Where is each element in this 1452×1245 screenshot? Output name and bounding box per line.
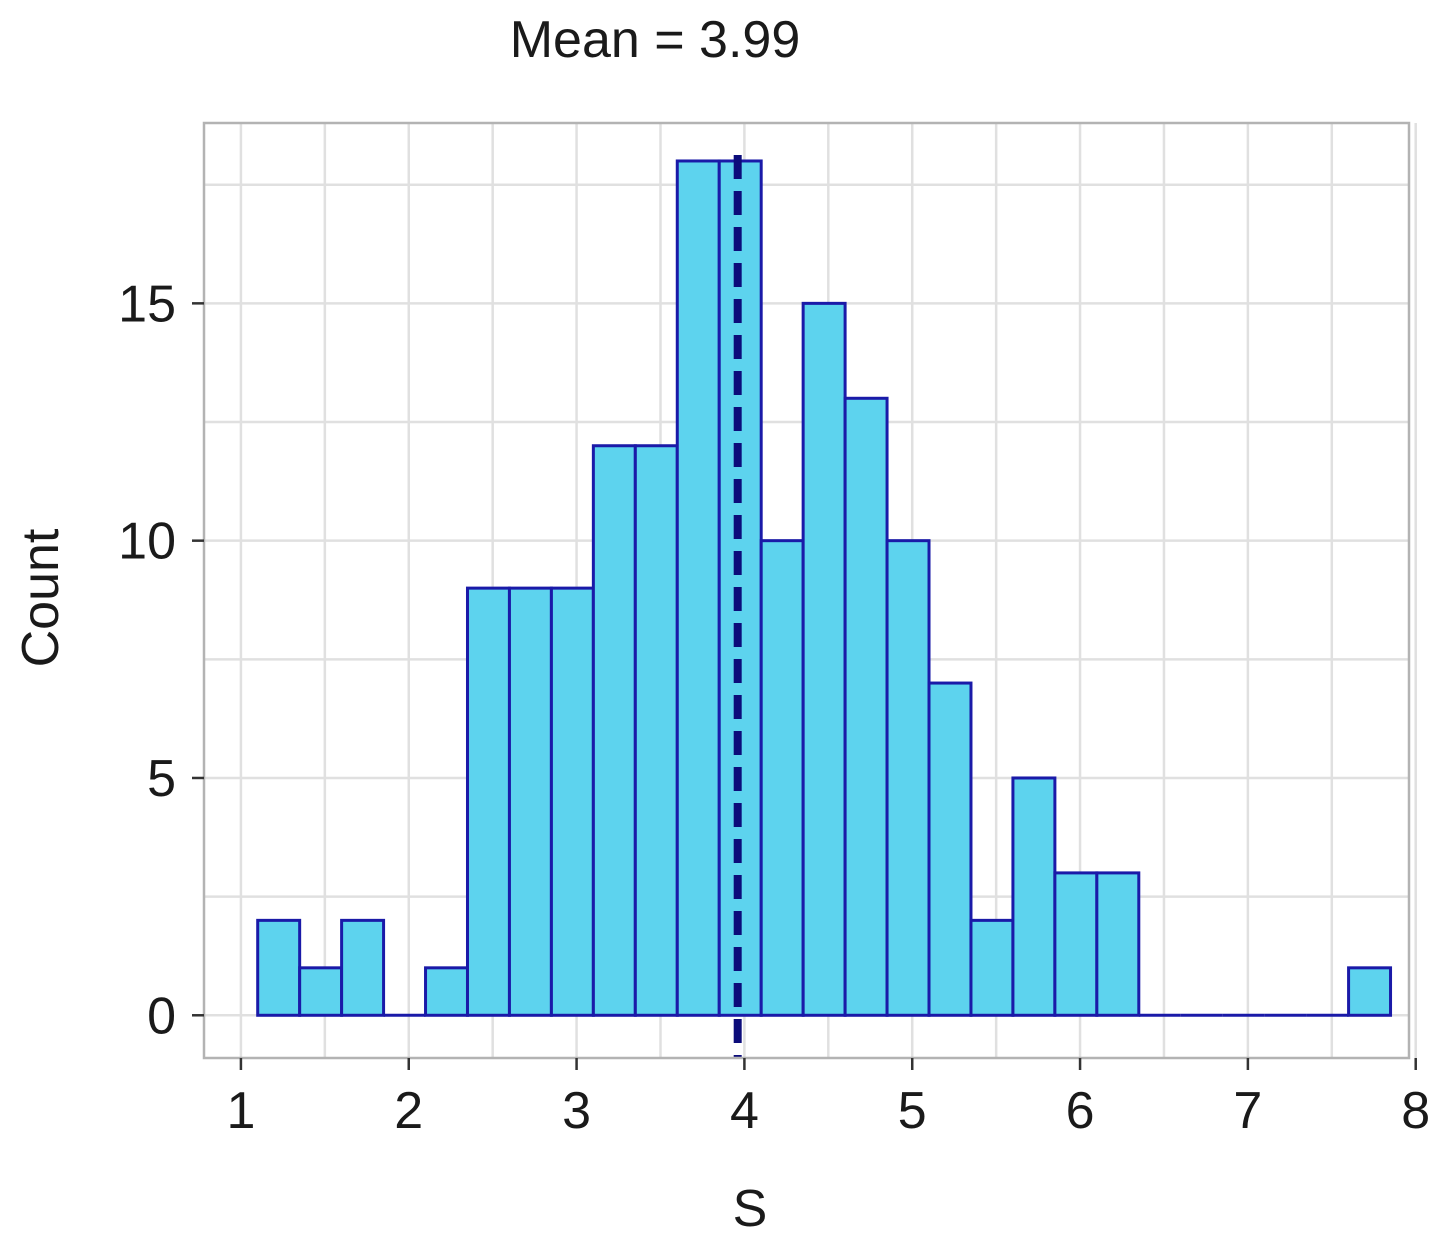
plot-frame [202, 121, 1411, 1060]
histogram-bar [340, 918, 386, 1017]
x-tick-label: 1 [226, 1082, 255, 1140]
histogram-bar [1053, 871, 1099, 1017]
histogram-bar [298, 966, 344, 1017]
histogram-bar [759, 539, 805, 1017]
histogram-bar [801, 301, 847, 1017]
histogram-bar [591, 444, 637, 1017]
x-axis-ticks: 1 2 3 4 5 6 7 8 [226, 1058, 1430, 1140]
y-tick-label: 5 [147, 750, 176, 808]
histogram-bar [885, 539, 931, 1017]
x-tick-label: 4 [730, 1082, 759, 1140]
histogram-bar [675, 159, 721, 1017]
y-axis-ticks: 0 5 10 15 [118, 275, 204, 1045]
histogram-bars [256, 159, 1393, 1017]
y-tick-label: 15 [118, 275, 176, 333]
histogram-bar [1011, 776, 1057, 1017]
y-tick-label: 0 [147, 987, 176, 1045]
histogram-bar [633, 444, 679, 1017]
x-tick-label: 7 [1233, 1082, 1262, 1140]
histogram-bar [927, 681, 973, 1017]
histogram-bar [969, 918, 1015, 1017]
histogram-bar [256, 918, 302, 1017]
histogram-bar [424, 966, 469, 1017]
x-axis-label: S [733, 1180, 768, 1238]
x-tick-label: 3 [562, 1082, 591, 1140]
x-tick-label: 2 [394, 1082, 423, 1140]
histogram-bar [1095, 871, 1141, 1017]
histogram-bar [549, 586, 595, 1017]
x-tick-label: 8 [1401, 1082, 1430, 1140]
y-tick-label: 10 [118, 513, 176, 571]
histogram-bar [1347, 966, 1393, 1017]
histogram-bar [843, 396, 889, 1017]
x-tick-label: 5 [898, 1082, 927, 1140]
chart-title: Mean = 3.99 [510, 11, 801, 69]
y-axis-label: Count [12, 528, 70, 667]
histogram-bar [465, 586, 511, 1017]
x-tick-label: 6 [1066, 1082, 1095, 1140]
histogram-bar [507, 586, 553, 1017]
